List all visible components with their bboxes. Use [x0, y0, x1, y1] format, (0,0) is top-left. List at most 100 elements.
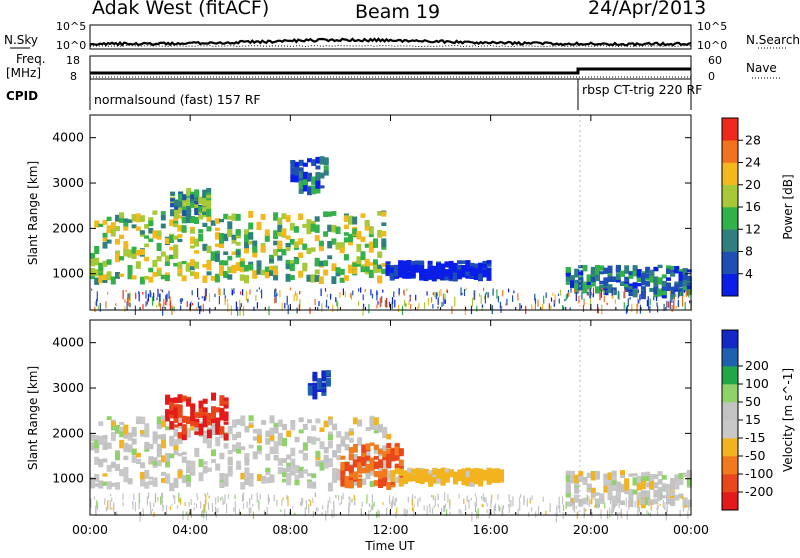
power-heatmap-cell: [156, 230, 162, 237]
velocity-heatmap-cell: [177, 438, 183, 445]
velocity-heatmap-cell: [686, 476, 692, 480]
power-heatmap-cell: [185, 262, 191, 271]
velocity-heatmap-cell: [316, 387, 322, 392]
power-ground-scatter: [465, 287, 467, 292]
power-heatmap-cell: [135, 213, 141, 223]
velocity-heatmap-cell: [369, 442, 375, 446]
power-ground-scatter: [552, 292, 554, 296]
power-heatmap-cell: [649, 269, 655, 277]
power-heatmap-cell: [640, 290, 646, 300]
power-heatmap-cell: [670, 286, 676, 295]
power-ground-scatter: [558, 298, 560, 304]
velocity-heatmap-cell: [173, 479, 179, 488]
power-ground-scatter: [298, 304, 300, 312]
power-heatmap-cell: [364, 223, 370, 231]
power-heatmap-cell: [252, 240, 258, 249]
power-heatmap-cell: [194, 238, 199, 247]
velocity-heatmap-cell: [135, 420, 141, 425]
power-heatmap-cell: [381, 268, 387, 275]
velocity-heatmap-cell: [674, 494, 680, 501]
velocity-heatmap-cell: [332, 476, 338, 483]
velocity-heatmap-cell: [123, 429, 129, 438]
power-heatmap-cell: [402, 262, 408, 271]
power-heatmap-cell: [202, 275, 208, 283]
velocity-heatmap-cell: [302, 455, 308, 461]
velocity-heatmap-cell: [628, 495, 634, 503]
velocity-heatmap-cell: [398, 470, 404, 476]
velocity-ground-scatter: [475, 496, 478, 507]
power-heatmap-cell: [139, 230, 145, 235]
power-heatmap-cell: [348, 264, 353, 274]
velocity-ground-scatter: [305, 500, 307, 510]
power-ground-scatter: [296, 293, 298, 302]
velocity-ground-scatter: [109, 500, 111, 510]
power-heatmap-cell: [148, 238, 154, 243]
velocity-ground-scatter: [386, 507, 388, 516]
velocity-heatmap-cell: [161, 455, 166, 463]
velocity-heatmap-cell: [378, 459, 383, 468]
power-heatmap-cell: [189, 216, 195, 224]
power-heatmap-cell: [173, 251, 179, 259]
velocity-heatmap-cell: [382, 468, 388, 474]
power-heatmap-cell: [177, 268, 183, 274]
velocity-ground-scatter: [162, 492, 164, 497]
power-heatmap-cell: [185, 219, 191, 224]
power-ground-scatter: [496, 289, 498, 299]
power-heatmap-cell: [636, 269, 642, 277]
power-heatmap-cell: [139, 276, 145, 285]
velocity-ground-scatter: [637, 500, 639, 508]
power-ground-scatter: [105, 301, 107, 309]
velocity-heatmap-cell: [469, 468, 475, 474]
velocity-ground-scatter: [517, 508, 519, 516]
velocity-ground-scatter: [190, 508, 192, 518]
velocity-heatmap-cell: [611, 479, 617, 485]
velocity-colorbar-label: Velocity [m s^-1]: [781, 368, 795, 472]
velocity-heatmap-cell: [144, 433, 150, 438]
velocity-ground-scatter: [528, 511, 530, 517]
power-heatmap-cell: [135, 261, 141, 269]
power-ground-scatter: [128, 293, 130, 300]
velocity-ground-scatter: [477, 508, 479, 519]
power-ground-scatter: [261, 289, 263, 299]
velocity-colorbar-cell: [722, 492, 738, 511]
power-colorbar-cell: [722, 118, 738, 141]
power-ground-scatter: [682, 303, 684, 307]
velocity-heatmap-cell: [570, 498, 575, 503]
power-heatmap-cell: [318, 246, 324, 252]
power-heatmap-cell: [373, 239, 378, 248]
velocity-colorbar-cell: [722, 330, 738, 349]
power-heatmap-cell: [227, 274, 233, 280]
velocity-heatmap-cell: [131, 448, 137, 455]
power-heatmap-cell: [119, 234, 125, 239]
power-ground-scatter: [657, 305, 659, 313]
power-heatmap-cell: [223, 251, 229, 255]
velocity-ground-scatter: [390, 501, 392, 509]
power-ground-scatter: [534, 298, 537, 304]
velocity-heatmap-cell: [135, 452, 141, 458]
power-ground-scatter: [597, 304, 599, 313]
velocity-heatmap-cell: [190, 403, 196, 407]
power-heatmap-cell: [628, 271, 634, 276]
velocity-ground-scatter: [650, 501, 652, 511]
power-heatmap-cell: [164, 274, 170, 281]
velocity-heatmap-cell: [336, 447, 342, 453]
velocity-ground-scatter: [308, 504, 310, 514]
power-heatmap-cell: [152, 230, 158, 239]
power-ground-scatter: [663, 303, 665, 312]
power-heatmap-cell: [343, 275, 349, 281]
power-ground-scatter: [260, 290, 262, 293]
power-ground-scatter: [160, 288, 162, 292]
velocity-heatmap-cell: [382, 477, 388, 487]
velocity-heatmap-cell: [273, 425, 279, 434]
velocity-ground-scatter: [637, 506, 639, 516]
velocity-ground-scatter: [486, 509, 488, 513]
power-heatmap-cell: [94, 277, 100, 285]
power-ground-scatter: [242, 289, 244, 296]
velocity-heatmap-cell: [686, 484, 692, 489]
velocity-ground-scatter: [174, 495, 176, 504]
velocity-heatmap-cell: [190, 412, 196, 422]
power-ground-scatter: [214, 293, 216, 298]
velocity-ground-scatter: [434, 496, 436, 503]
power-ground-scatter: [436, 292, 438, 297]
power-heatmap-cell: [406, 260, 412, 265]
